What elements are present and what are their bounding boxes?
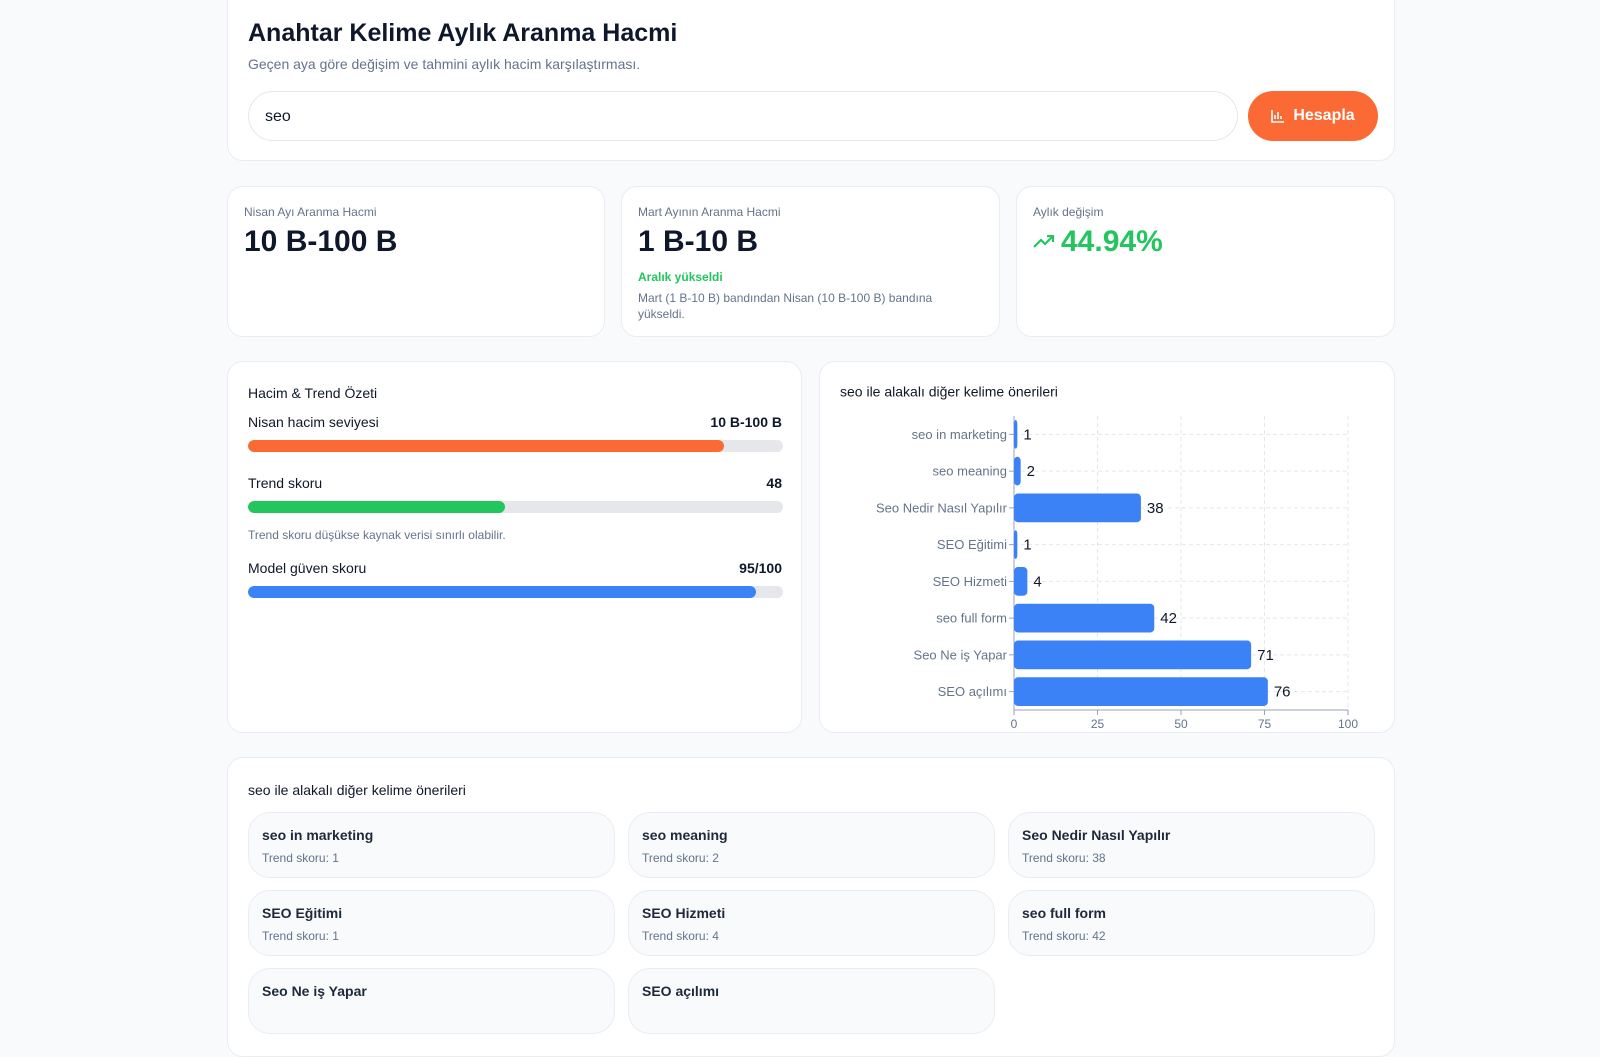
suggestion-name: seo meaning — [642, 827, 728, 843]
suggestion-card: SEO açılımı — [628, 968, 995, 1034]
bar-value-label: 76 — [1274, 684, 1291, 701]
suggestions-title: seo ile alakalı diğer kelime önerileri — [248, 782, 466, 798]
suggestions-card: seo ile alakalı diğer kelime önerileri s… — [227, 757, 1395, 1057]
metric-value: 48 — [766, 475, 782, 491]
summary-title: Hacim & Trend Özeti — [248, 385, 378, 401]
calculate-button[interactable]: Hesapla — [1248, 91, 1378, 141]
suggestion-detail: Trend skoru: 42 — [1022, 929, 1106, 943]
bar-value-label: 42 — [1160, 610, 1177, 627]
header-card: Anahtar Kelime Aylık Aranma Hacmi Geçen … — [227, 0, 1395, 161]
y-tick-label: seo in marketing — [912, 427, 1007, 442]
stat-value: 10 B-100 B — [244, 225, 398, 258]
metric-value: 10 B-100 B — [710, 414, 782, 430]
suggestion-detail: Trend skoru: 2 — [642, 851, 719, 865]
progress-fill — [248, 501, 505, 513]
suggestion-name: SEO açılımı — [642, 983, 720, 999]
x-tick-label: 75 — [1258, 717, 1272, 731]
suggestion-detail: Trend skoru: 38 — [1022, 851, 1106, 865]
y-tick-label: seo full form — [936, 611, 1007, 626]
stat-status: Aralık yükseldi — [638, 270, 723, 284]
stat-value: 44.94% — [1061, 225, 1163, 258]
y-tick-label: SEO Eğitimi — [937, 537, 1007, 552]
progress-track — [248, 501, 783, 513]
stat-card: Nisan Ayı Aranma Hacmi 10 B-100 B — [227, 186, 605, 337]
stat-card: Mart Ayının Aranma Hacmi 1 B-10 B Aralık… — [621, 186, 1000, 337]
stat-note: Mart (1 B-10 B) bandından Nisan (10 B-10… — [638, 291, 933, 321]
suggestion-name: SEO Hizmeti — [642, 905, 726, 921]
x-tick-label: 0 — [1011, 717, 1018, 731]
suggestion-card: Seo Ne iş Yapar — [248, 968, 615, 1034]
suggestion-card: Seo Nedir Nasıl Yapılır Trend skoru: 38 — [1008, 812, 1375, 878]
bar-value-label: 1 — [1023, 426, 1031, 443]
bar — [1014, 456, 1021, 486]
page-subtitle: Geçen aya göre değişim ve tahmini aylık … — [248, 56, 641, 72]
metric-value: 95/100 — [739, 560, 782, 576]
metric-label: Trend skoru — [248, 475, 323, 491]
bar — [1014, 530, 1018, 559]
suggestion-name: seo in marketing — [262, 827, 374, 843]
stat-value: 1 B-10 B — [638, 225, 759, 258]
chart-card: seo ile alakalı diğer kelime önerileri 0… — [819, 361, 1395, 733]
suggestion-detail: Trend skoru: 4 — [642, 929, 719, 943]
metric-note: Trend skoru düşükse kaynak verisi sınırl… — [248, 528, 506, 542]
button-label: Hesapla — [1293, 107, 1355, 124]
suggestion-card: seo meaning Trend skoru: 2 — [628, 812, 995, 878]
search-input[interactable]: seo — [248, 91, 1238, 141]
progress-fill — [248, 586, 757, 598]
suggestion-name: Seo Ne iş Yapar — [262, 983, 367, 999]
chart-icon — [1271, 110, 1285, 123]
bar-value-label: 71 — [1257, 647, 1274, 664]
suggestion-detail: Trend skoru: 1 — [262, 851, 339, 865]
y-tick-label: Seo Ne iş Yapar — [914, 647, 1008, 662]
x-tick-label: 100 — [1338, 717, 1358, 731]
x-tick-label: 25 — [1091, 717, 1105, 731]
metric-label: Model güven skoru — [248, 560, 367, 576]
y-tick-label: seo meaning — [933, 464, 1007, 479]
search-value: seo — [265, 108, 291, 125]
bar — [1014, 677, 1268, 706]
x-tick-label: 50 — [1174, 717, 1188, 731]
metric-label: Nisan hacim seviyesi — [248, 414, 379, 430]
progress-fill — [248, 440, 725, 452]
summary-card: Hacim & Trend Özeti Nisan hacim seviyesi… — [227, 361, 802, 733]
bar-value-label: 1 — [1023, 537, 1031, 554]
suggestion-card: SEO Hizmeti Trend skoru: 4 — [628, 890, 995, 956]
y-tick-label: SEO açılımı — [938, 684, 1007, 699]
suggestion-card: seo in marketing Trend skoru: 1 — [248, 812, 615, 878]
page-title: Anahtar Kelime Aylık Aranma Hacmi — [248, 19, 678, 47]
suggestion-detail: Trend skoru: 1 — [262, 929, 339, 943]
y-tick-label: Seo Nedir Nasıl Yapılır — [876, 500, 1008, 515]
progress-track — [248, 586, 783, 598]
bar — [1014, 493, 1141, 523]
bar-value-label: 4 — [1033, 573, 1041, 590]
page: Anahtar Kelime Aylık Aranma Hacmi { "hea… — [227, 0, 1395, 1057]
suggestion-name: seo full form — [1022, 905, 1107, 921]
bar — [1014, 603, 1155, 633]
bar — [1014, 640, 1252, 670]
bar-value-label: 2 — [1027, 463, 1035, 480]
suggestion-name: Seo Nedir Nasıl Yapılır — [1022, 827, 1171, 843]
bar-value-label: 38 — [1147, 500, 1164, 517]
page-body: Anahtar Kelime Aylık Aranma Hacmi Geçen … — [227, 0, 1395, 1057]
suggestion-card: seo full form Trend skoru: 42 — [1008, 890, 1375, 956]
stat-label: Mart Ayının Aranma Hacmi — [638, 205, 781, 219]
bar — [1014, 567, 1028, 596]
y-tick-label: SEO Hizmeti — [933, 574, 1008, 589]
chart-title: seo ile alakalı diğer kelime önerileri — [840, 384, 1058, 400]
progress-track — [248, 440, 783, 452]
bar — [1014, 420, 1018, 449]
suggestion-card: SEO Eğitimi Trend skoru: 1 — [248, 890, 615, 956]
stat-card: Aylık değişim 44.94% — [1016, 186, 1395, 337]
stat-label: Aylık değişim — [1033, 205, 1104, 219]
bar-chart: seo ile alakalı diğer kelime önerileri 0… — [840, 384, 1358, 731]
stat-label: Nisan Ayı Aranma Hacmi — [244, 205, 377, 219]
trend-up-icon — [1033, 235, 1055, 248]
suggestion-name: SEO Eğitimi — [262, 905, 343, 921]
